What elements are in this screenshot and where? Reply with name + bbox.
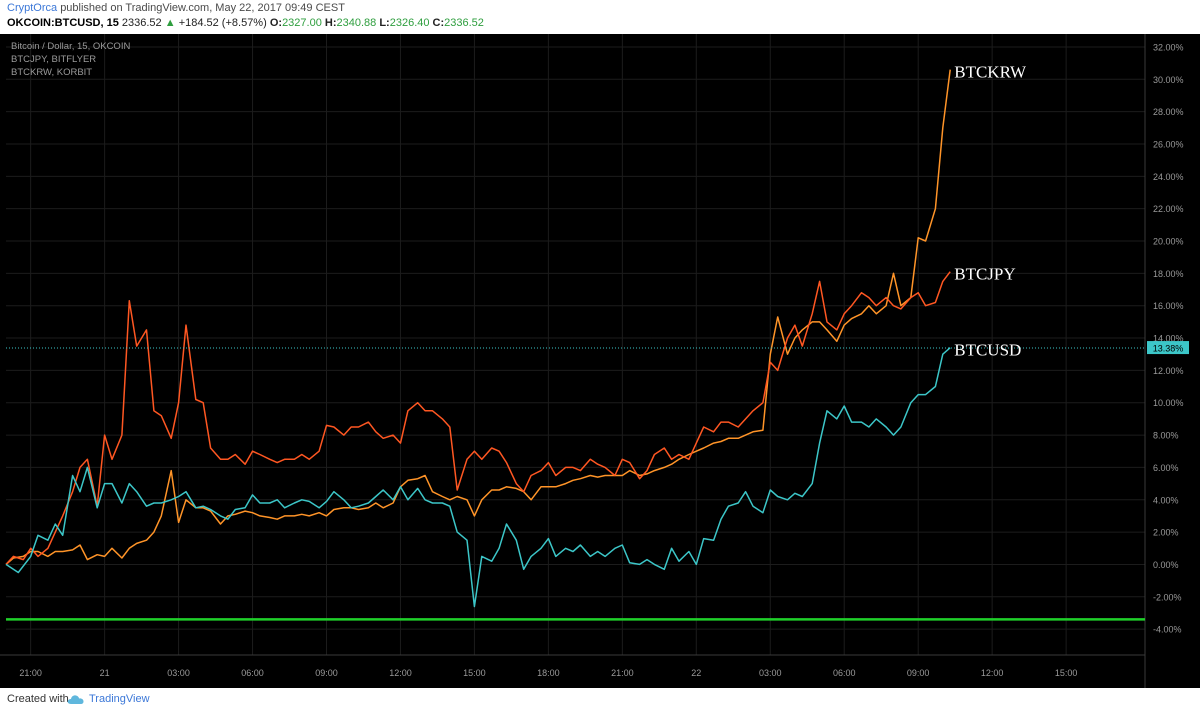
up-arrow-icon: ▲ (164, 17, 176, 29)
published-text: published on TradingView.com, May 22, 20… (60, 2, 345, 14)
low-value: 2326.40 (389, 17, 430, 29)
x-tick-label: 12:00 (981, 668, 1004, 678)
series-line-btcusd (5, 347, 951, 608)
y-tick-label: 20.00% (1153, 237, 1184, 247)
y-tick-label: 18.00% (1153, 269, 1184, 279)
y-tick-label: -2.00% (1153, 592, 1182, 602)
x-tick-label: 06:00 (833, 668, 856, 678)
x-tick-label: 21:00 (611, 668, 634, 678)
y-tick-label: 28.00% (1153, 107, 1184, 117)
price-marker-label: 13.38% (1153, 344, 1184, 354)
x-tick-label: 18:00 (537, 668, 560, 678)
price-marker (1147, 341, 1189, 355)
tradingview-link[interactable]: TradingView (89, 693, 150, 705)
x-tick-label: 12:00 (389, 668, 412, 678)
symbol-label: OKCOIN:BTCUSD, 15 (7, 17, 119, 29)
header: CryptOrca published on TradingView.com, … (0, 0, 1200, 34)
high-value: 2340.88 (336, 17, 377, 29)
annotation-btckrw: BTCKRW (954, 63, 1027, 82)
y-tick-label: 4.00% (1153, 495, 1179, 505)
y-tick-label: 12.00% (1153, 366, 1184, 376)
high-label: H: (324, 17, 337, 29)
y-tick-label: 10.00% (1153, 398, 1184, 408)
y-tick-label: -4.00% (1153, 625, 1182, 635)
y-tick-label: 14.00% (1153, 334, 1184, 344)
x-tick-label: 03:00 (167, 668, 190, 678)
x-tick-label: 03:00 (759, 668, 782, 678)
y-tick-label: 32.00% (1153, 42, 1184, 52)
published-line: CryptOrca published on TradingView.com, … (7, 2, 345, 14)
x-tick-label: 22 (691, 668, 701, 678)
close-value: 2336.52 (444, 17, 484, 29)
y-tick-label: 0.00% (1153, 560, 1179, 570)
footer: Created with TradingView (0, 688, 1200, 711)
y-tick-label: 24.00% (1153, 172, 1184, 182)
y-tick-label: 8.00% (1153, 431, 1179, 441)
y-tick-label: 2.00% (1153, 528, 1179, 538)
chart-area[interactable]: 32.00% 30.00% 28.00% 26.00% 24.00% 22.00% 20.0… (0, 34, 1200, 688)
y-tick-label: 26.00% (1153, 139, 1184, 149)
annotation-btcjpy: BTCJPY (954, 265, 1015, 284)
y-tick-label: 22.00% (1153, 204, 1184, 214)
series-line-btcjpy (5, 271, 951, 565)
annotation-btcusd: BTCUSD (954, 341, 1021, 360)
price-chart[interactable]: 32.00% 30.00% 28.00% 26.00% 24.00% 22.00% 20.0… (0, 34, 1200, 688)
ohlc-line: OKCOIN:BTCUSD, 15 2336.52 ▲ +184.52 (+8.… (7, 17, 484, 29)
chart-background (0, 34, 1200, 688)
x-tick-label: 09:00 (315, 668, 338, 678)
price-change: +184.52 (+8.57%) (178, 17, 267, 29)
y-tick-label: 6.00% (1153, 463, 1179, 473)
low-label: L: (379, 17, 390, 29)
x-tick-label: 21:00 (19, 668, 42, 678)
last-price: 2336.52 (121, 17, 162, 29)
series-line-btckrw (5, 69, 951, 565)
author-link[interactable]: CryptOrca (7, 2, 58, 14)
y-tick-label: 16.00% (1153, 301, 1184, 311)
open-value: 2327.00 (282, 17, 322, 29)
y-tick-label: 30.00% (1153, 75, 1184, 85)
legend-item-btckrw[interactable]: BTCKRW, KORBIT (11, 67, 93, 78)
legend-item-btcjpy[interactable]: BTCJPY, BITFLYER (11, 54, 97, 65)
open-label: O: (269, 17, 283, 29)
tradingview-cloud-icon[interactable] (67, 694, 85, 705)
x-tick-label: 09:00 (907, 668, 930, 678)
x-tick-label: 21 (100, 668, 110, 678)
x-tick-label: 15:00 (1055, 668, 1078, 678)
x-tick-label: 15:00 (463, 668, 486, 678)
created-with-text: Created with (7, 693, 69, 705)
close-label: C: (432, 17, 445, 29)
x-tick-label: 06:00 (241, 668, 264, 678)
legend-item-btcusd[interactable]: Bitcoin / Dollar, 15, OKCOIN (11, 41, 131, 52)
